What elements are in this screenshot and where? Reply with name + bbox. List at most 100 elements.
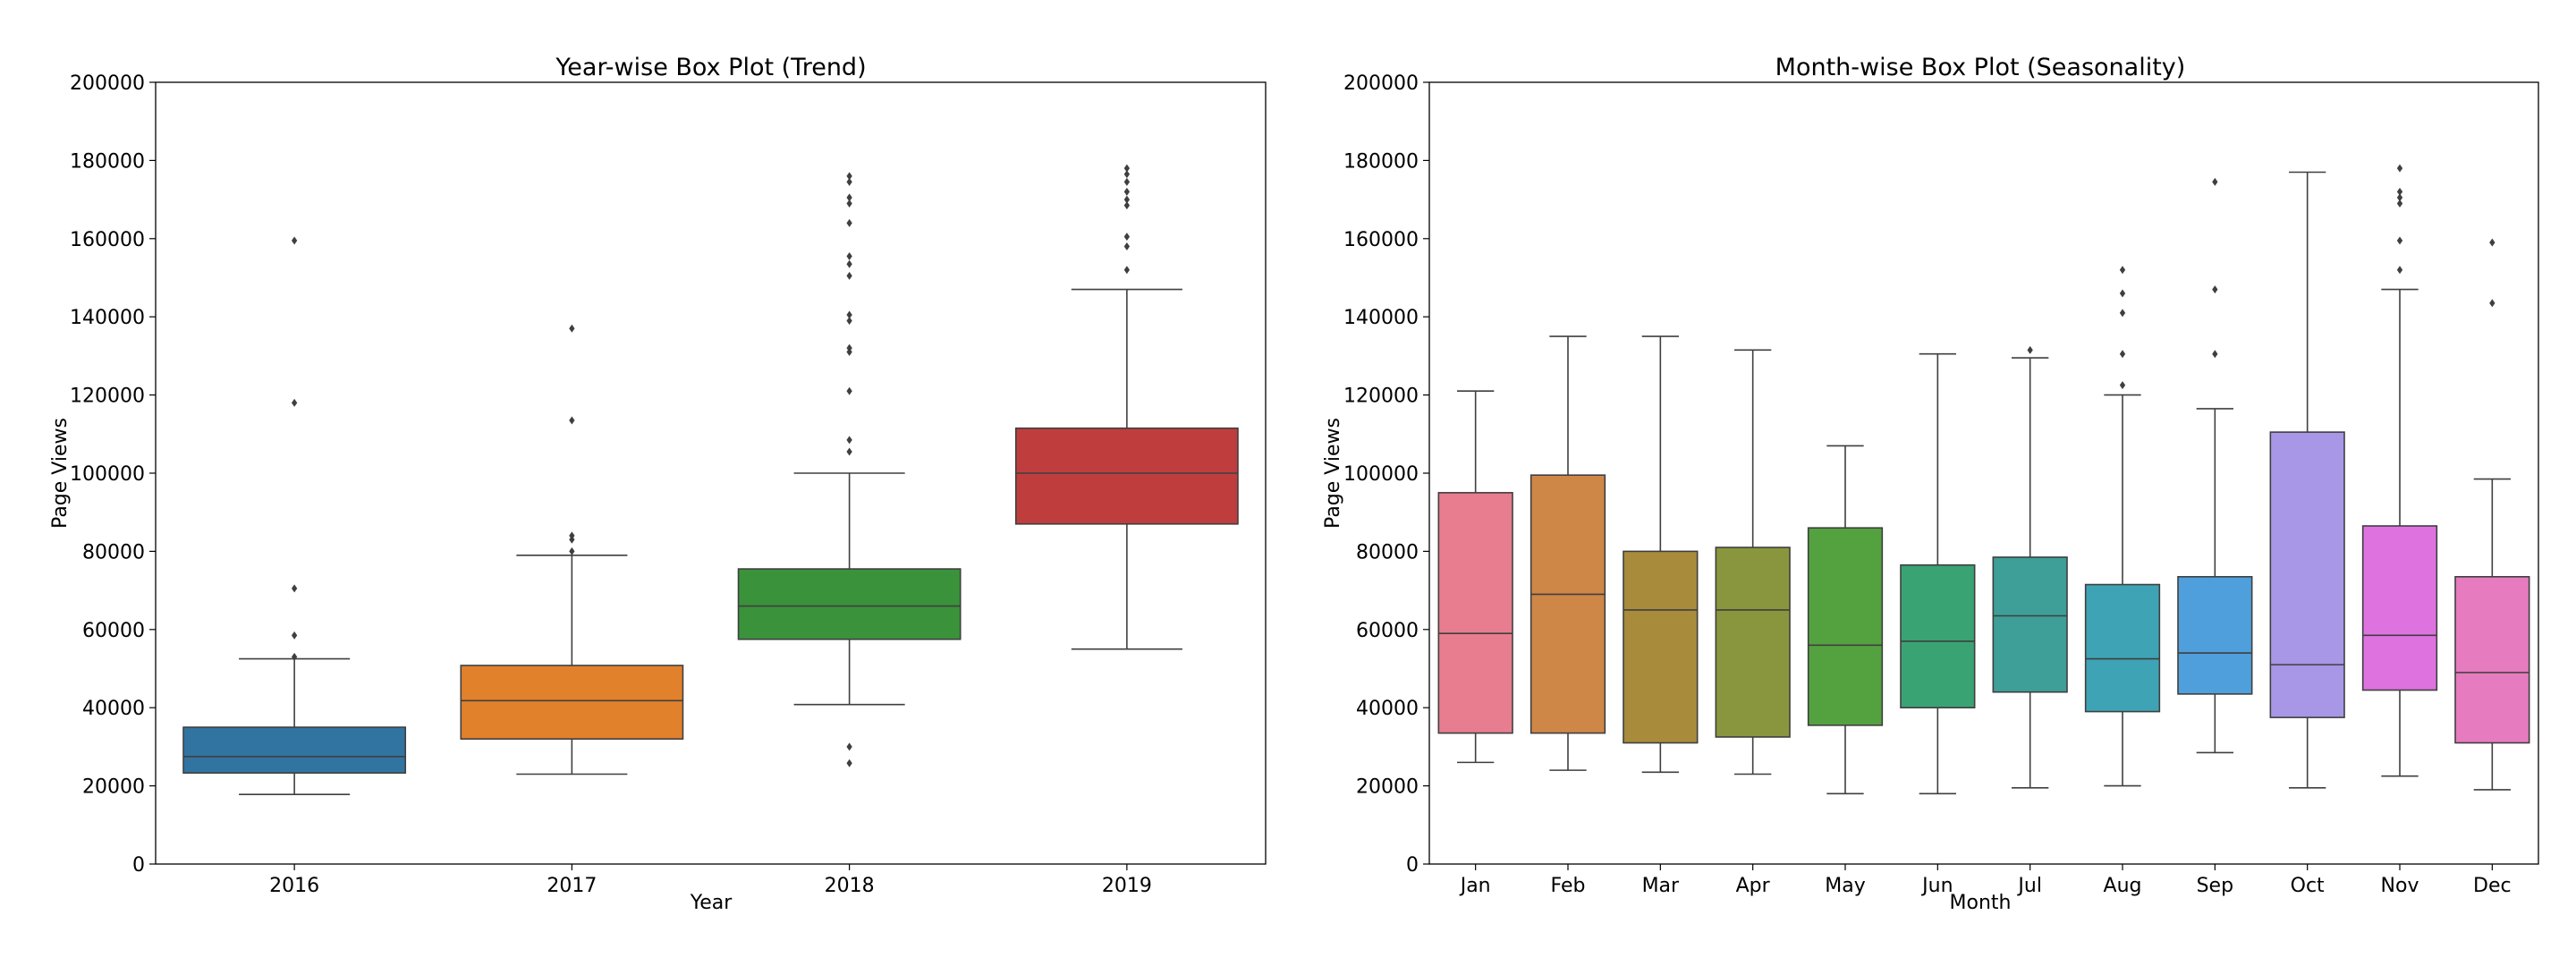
outlier-point [846, 310, 852, 319]
y-tick-label: 20000 [82, 776, 145, 799]
outlier-point [2212, 177, 2218, 186]
outlier-point [846, 259, 852, 268]
box-Aug [2084, 266, 2161, 787]
outlier-point [2489, 238, 2496, 247]
iqr-box [1807, 527, 1884, 726]
outlier-point [846, 199, 852, 208]
y-tick-label: 40000 [1356, 698, 1419, 720]
x-axis-label: Month [1950, 892, 2012, 914]
outlier-point [291, 398, 298, 407]
outlier-point [2396, 193, 2403, 202]
box-Dec [2454, 238, 2530, 791]
x-tick-label: Mar [1642, 875, 1680, 897]
outlier-point [291, 652, 298, 661]
y-tick-label: 20000 [1356, 776, 1419, 799]
chart-title: Month-wise Box Plot (Seasonality) [1775, 54, 2186, 81]
chart-title: Year-wise Box Plot (Trend) [555, 54, 866, 81]
outlier-point [2027, 345, 2033, 354]
iqr-box [2454, 576, 2530, 744]
y-axis-label: Page Views [49, 418, 72, 529]
box-2018 [737, 172, 962, 767]
y-tick-label: 160000 [1343, 229, 1419, 251]
outlier-point [846, 317, 852, 326]
outlier-point [291, 631, 298, 640]
y-tick-label: 180000 [70, 150, 145, 173]
box-Jul [1992, 345, 2068, 789]
x-tick-label: Jan [1459, 875, 1491, 897]
outlier-point [1123, 177, 1131, 186]
outlier-point [846, 436, 852, 445]
month-wise-box-plot: Month-wise Box Plot (Seasonality) Month … [1322, 54, 2539, 914]
outlier-point [2119, 266, 2126, 275]
x-tick-label: Apr [1736, 875, 1771, 897]
y-tick-label: 200000 [1343, 72, 1419, 95]
outlier-point [2396, 236, 2403, 245]
x-tick-label: 2017 [547, 875, 597, 897]
outlier-point [2212, 350, 2218, 359]
outlier-point [569, 531, 575, 540]
y-tick-label: 0 [1406, 854, 1419, 877]
year-wise-box-plot: Year-wise Box Plot (Trend) Year Page Vie… [49, 54, 1267, 914]
outlier-point [2396, 187, 2403, 196]
iqr-box [2361, 525, 2438, 691]
outlier-point [1123, 170, 1131, 179]
y-tick-label: 80000 [1356, 541, 1419, 564]
outlier-point [2396, 266, 2403, 275]
iqr-box [1530, 474, 1606, 734]
outlier-point [291, 236, 298, 245]
x-tick-label: Oct [2291, 875, 2325, 897]
y-tick-label: 140000 [70, 307, 145, 329]
box-Jun [1900, 352, 1976, 795]
iqr-box [2084, 583, 2161, 713]
outlier-point [846, 386, 852, 395]
x-tick-label: Jul [2016, 875, 2042, 897]
iqr-box [1900, 564, 1976, 709]
outlier-point [1123, 195, 1131, 204]
plot-area: 0 20000 40000 60000 80000 100000 120000 140000 1… [1343, 72, 2539, 897]
outlier-point [1123, 164, 1131, 173]
y-tick-label: 80000 [82, 541, 145, 564]
box-May [1807, 445, 1884, 795]
box-Oct [2269, 171, 2345, 789]
outlier-point [846, 343, 852, 352]
box-Sep [2177, 177, 2253, 754]
outlier-point [2119, 350, 2126, 359]
outlier-point [291, 584, 298, 593]
y-tick-label: 100000 [1343, 463, 1419, 486]
outlier-point [846, 218, 852, 227]
outlier-point [569, 416, 575, 425]
x-tick-label: Feb [1551, 875, 1586, 897]
x-tick-label: Aug [2104, 875, 2142, 897]
box-Apr [1715, 349, 1791, 775]
outlier-point [2119, 381, 2126, 390]
outlier-point [1123, 233, 1131, 242]
outlier-point [846, 177, 852, 186]
outlier-point [2396, 199, 2403, 208]
outlier-point [846, 758, 852, 767]
axes-frame [1428, 81, 2539, 865]
y-tick-label: 120000 [70, 386, 145, 408]
iqr-box [2177, 576, 2253, 695]
x-tick-label: 2016 [269, 875, 319, 897]
y-tick-label: 60000 [82, 620, 145, 642]
box-Nov [2361, 164, 2438, 777]
iqr-box [460, 665, 684, 740]
y-axis-label: Page Views [1322, 418, 1344, 529]
iqr-box [1437, 492, 1513, 734]
outlier-point [1123, 187, 1131, 196]
outlier-point [846, 447, 852, 456]
x-tick-label: Nov [2381, 875, 2419, 897]
y-tick-label: 180000 [1343, 150, 1419, 173]
iqr-box [1992, 556, 2068, 693]
outlier-point [1123, 242, 1131, 251]
box-2019 [1014, 164, 1239, 650]
box-2016 [182, 236, 407, 796]
x-tick-label: 2018 [825, 875, 875, 897]
iqr-box [2269, 431, 2345, 718]
iqr-box [737, 568, 962, 640]
y-tick-label: 40000 [82, 698, 145, 720]
x-axis-label: Year [690, 892, 733, 914]
outlier-point [1123, 266, 1131, 275]
x-tick-label: May [1825, 875, 1865, 897]
